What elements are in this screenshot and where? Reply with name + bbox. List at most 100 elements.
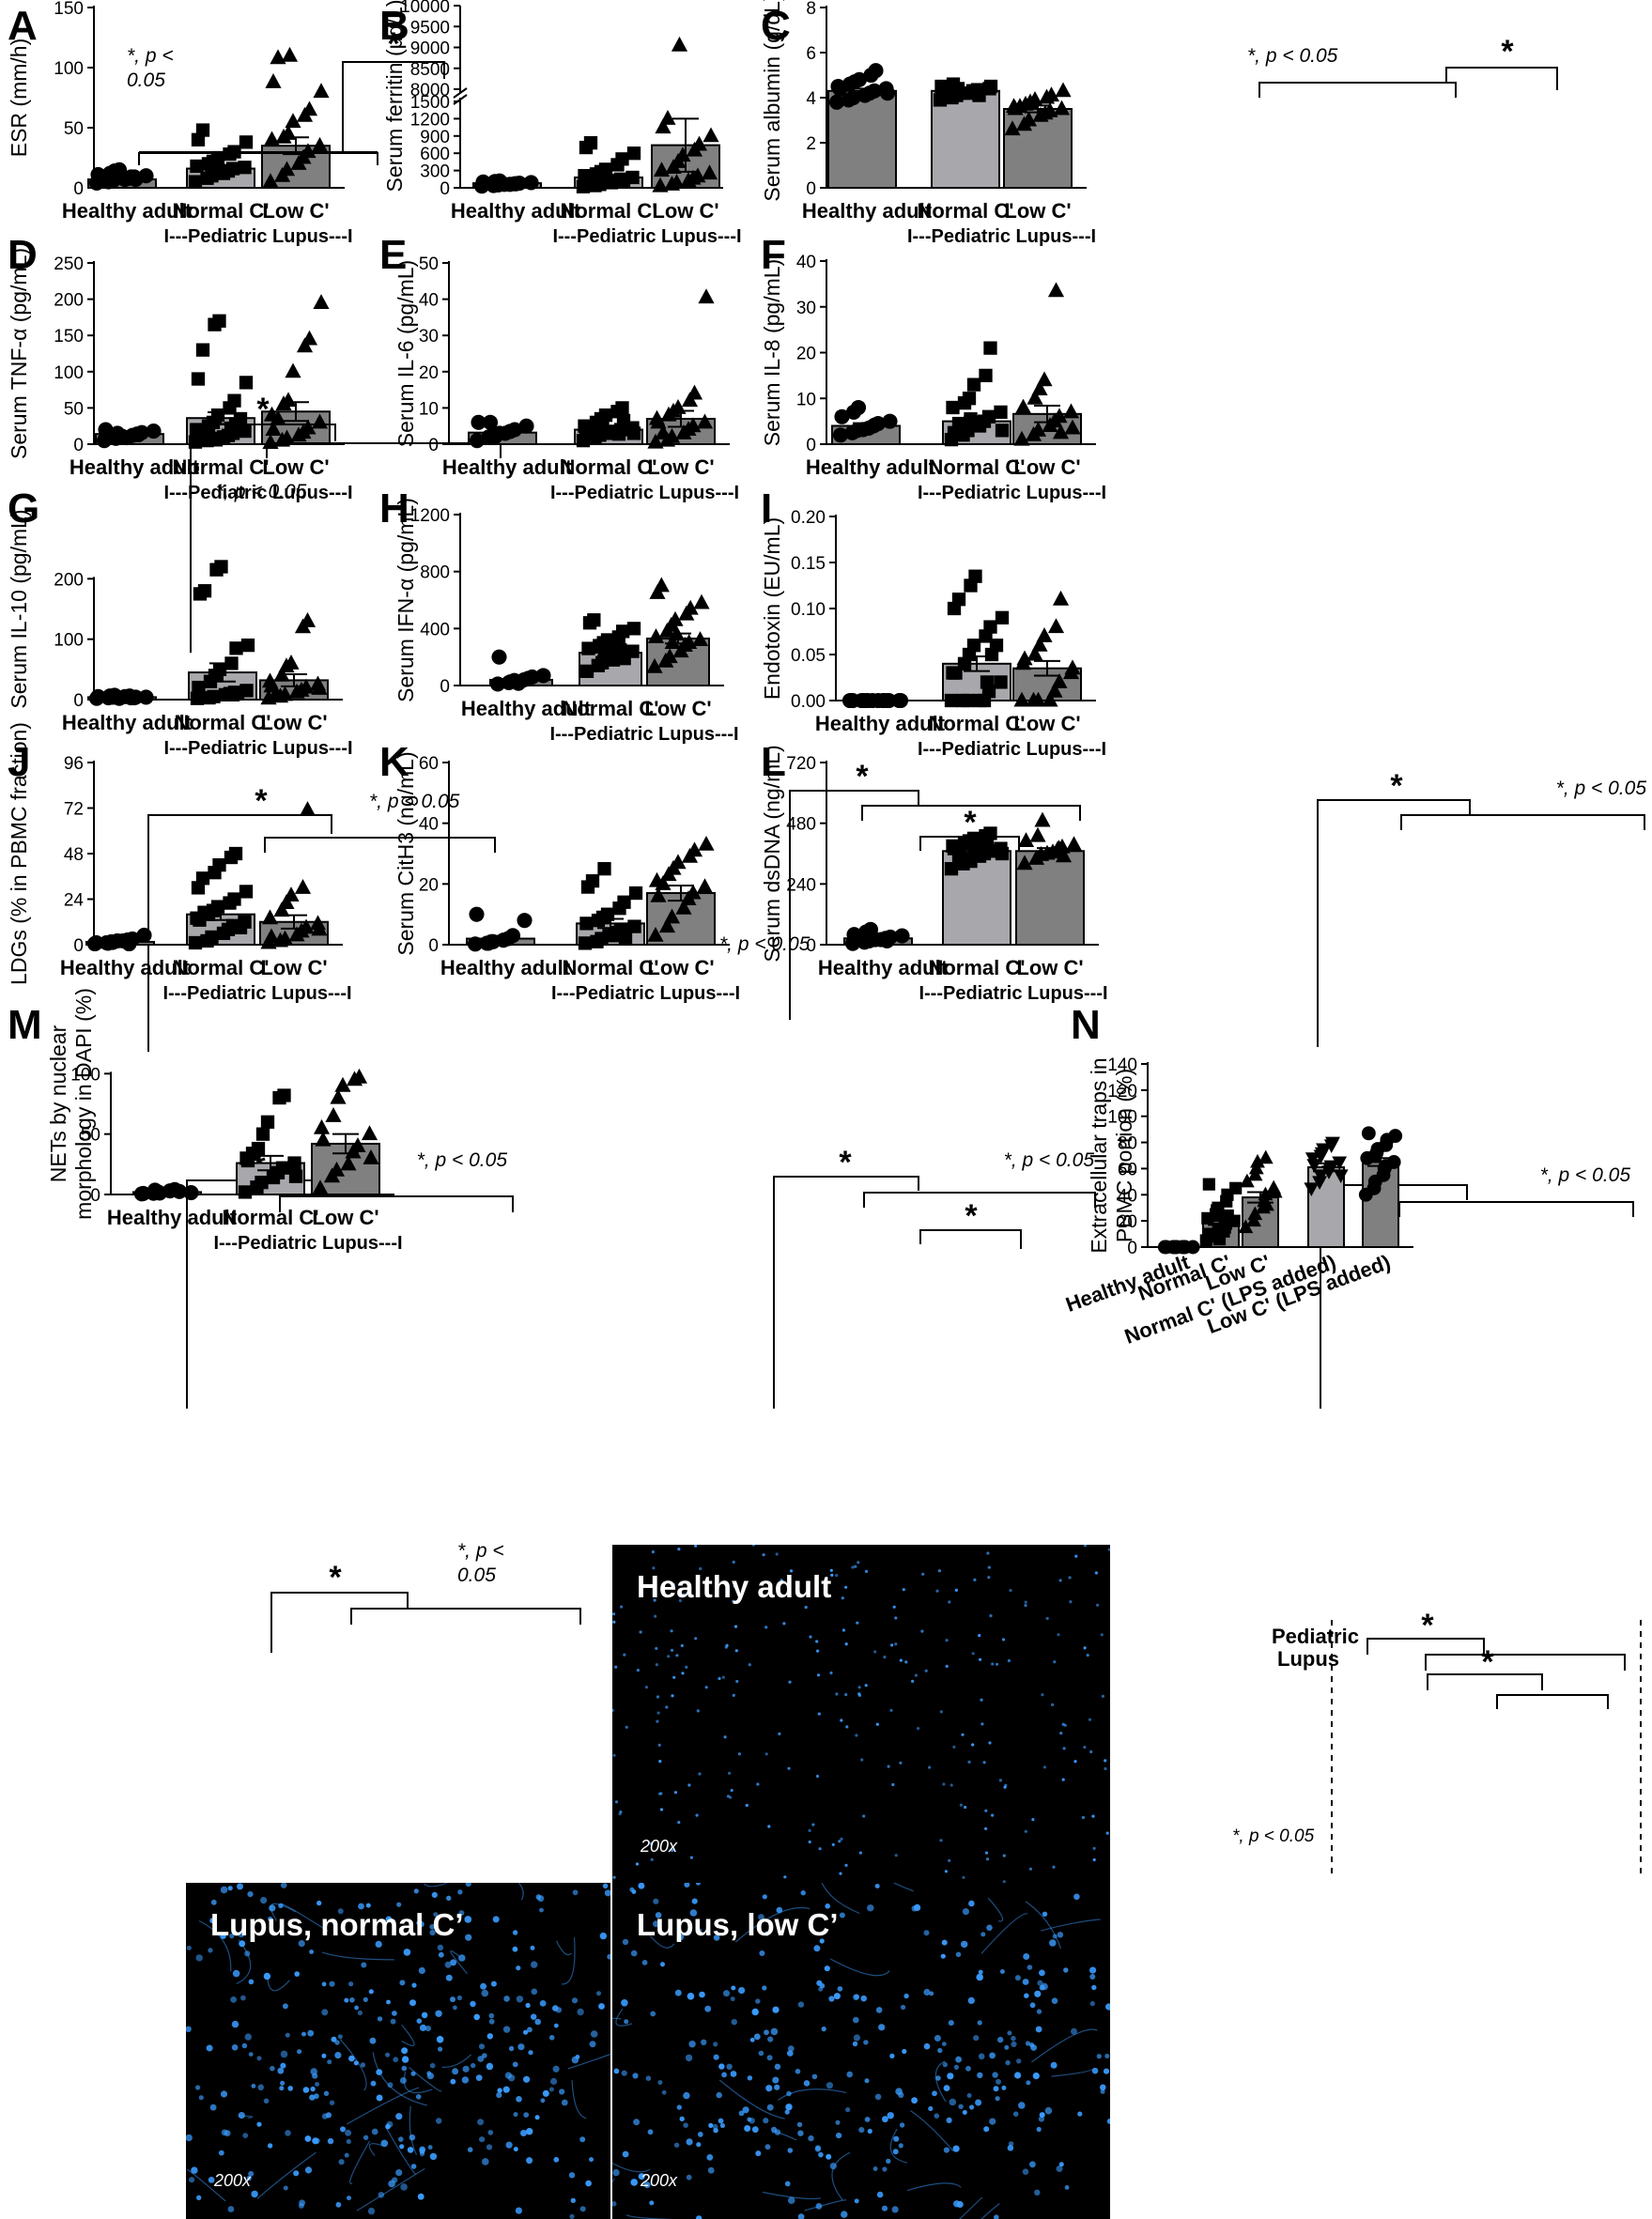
nucleus-dot xyxy=(841,1596,844,1600)
net-fiber xyxy=(612,2162,651,2173)
y-axis-title: Serum ferritin (μg/L) xyxy=(382,0,407,192)
nucleus-dot xyxy=(208,1948,213,1953)
nucleus-dot xyxy=(967,1996,975,2004)
nucleus-dot xyxy=(1039,1984,1045,1991)
nucleus-dot xyxy=(815,1640,819,1643)
data-point xyxy=(583,136,598,150)
net-fiber xyxy=(356,2167,425,2211)
nucleus-dot xyxy=(787,2148,794,2153)
nucleus-dot xyxy=(395,2113,403,2120)
nucleus-dot xyxy=(860,1995,867,2002)
significance-bracket xyxy=(1400,814,1645,830)
net-fiber xyxy=(1051,2067,1095,2077)
nucleus-dot xyxy=(677,1821,681,1825)
significance-bracket xyxy=(861,805,1081,821)
data-point xyxy=(301,330,318,346)
data-point xyxy=(482,414,499,430)
data-point xyxy=(1212,1233,1227,1246)
nucleus-dot xyxy=(840,1718,843,1722)
y-tick-label: 0 xyxy=(90,1186,100,1206)
net-fiber xyxy=(625,2214,673,2219)
nucleus-dot xyxy=(892,1605,896,1609)
y-tick-label: 40 xyxy=(419,291,439,311)
data-point xyxy=(1259,1196,1274,1211)
y-tick-label: 10 xyxy=(796,390,816,409)
nucleus-dot xyxy=(1032,2073,1040,2080)
nucleus-dot xyxy=(539,1907,544,1913)
data-point xyxy=(195,871,210,886)
nucleus-dot xyxy=(1091,1984,1097,1991)
y-tick-label: 48 xyxy=(64,845,84,865)
nucleus-dot xyxy=(887,1764,890,1768)
nucleus-dot xyxy=(385,1916,393,1923)
nucleus-dot xyxy=(1089,1749,1093,1754)
nucleus-dot xyxy=(457,1889,463,1895)
nucleus-dot xyxy=(867,1904,874,1912)
nucleus-dot xyxy=(465,1934,472,1941)
significance-star: * xyxy=(1481,1644,1494,1680)
data-point xyxy=(1388,1129,1403,1144)
significance-bracket xyxy=(1317,799,1471,1047)
category-label: Normal C' xyxy=(562,697,658,720)
data-point xyxy=(995,610,1010,624)
nucleus-dot xyxy=(526,2128,533,2135)
data-point xyxy=(995,424,1010,438)
nucleus-dot xyxy=(911,1679,915,1683)
nucleus-dot xyxy=(198,2095,204,2101)
data-point xyxy=(655,424,672,439)
nucleus-dot xyxy=(1036,2126,1042,2133)
nucleus-dot xyxy=(429,1930,436,1936)
nucleus-dot xyxy=(959,1803,963,1807)
nucleus-dot xyxy=(429,2062,436,2069)
data-point xyxy=(208,433,224,447)
panel-letter: N xyxy=(1071,1002,1101,1048)
net-fiber xyxy=(910,2110,954,2152)
nucleus-dot xyxy=(677,1548,681,1551)
data-point xyxy=(1051,673,1068,688)
data-point xyxy=(1247,1206,1263,1221)
data-point xyxy=(1064,659,1081,675)
nucleus-dot xyxy=(945,1639,949,1642)
nucleus-dot xyxy=(1056,2165,1063,2172)
net-fiber xyxy=(649,1935,675,1949)
significance-note: *, p < 0.05 xyxy=(369,791,460,812)
panel-letter: G xyxy=(8,485,39,532)
nucleus-dot xyxy=(659,1792,663,1795)
nucleus-dot xyxy=(686,1930,691,1935)
nucleus-dot xyxy=(263,2098,270,2104)
nucleus-dot xyxy=(285,2032,290,2038)
significance-note: *, p < 0.05 xyxy=(1232,1826,1315,1846)
nucleus-dot xyxy=(426,2071,432,2076)
nucleus-dot xyxy=(911,2097,918,2104)
nucleus-dot xyxy=(996,2078,1001,2085)
nucleus-dot xyxy=(636,1669,640,1672)
nucleus-dot xyxy=(624,2019,629,2025)
data-point xyxy=(655,118,672,134)
data-point xyxy=(979,368,993,383)
nucleus-dot xyxy=(638,1883,645,1889)
net-fiber xyxy=(256,2151,317,2199)
nucleus-dot xyxy=(923,2042,931,2050)
y-tick-label: 20 xyxy=(419,875,439,895)
nucleus-dot xyxy=(632,2073,639,2079)
nucleus-dot xyxy=(1026,2080,1031,2086)
nucleus-dot xyxy=(680,1643,684,1648)
nucleus-dot xyxy=(368,1989,374,1995)
nucleus-dot xyxy=(589,2157,594,2163)
data-point xyxy=(670,854,687,870)
nucleus-dot xyxy=(267,2143,273,2149)
nucleus-dot xyxy=(672,1675,676,1679)
y-tick-label: 8 xyxy=(806,0,816,19)
nucleus-dot xyxy=(657,2080,663,2086)
nucleus-dot xyxy=(962,1875,965,1879)
data-point xyxy=(1304,1182,1320,1196)
data-point xyxy=(661,648,678,664)
nucleus-dot xyxy=(986,1551,990,1555)
nucleus-dot xyxy=(401,2056,409,2063)
nucleus-dot xyxy=(438,1951,444,1958)
nucleus-dot xyxy=(307,2029,315,2037)
y-tick-label: 0 xyxy=(73,436,84,455)
nucleus-dot xyxy=(1058,1579,1062,1582)
